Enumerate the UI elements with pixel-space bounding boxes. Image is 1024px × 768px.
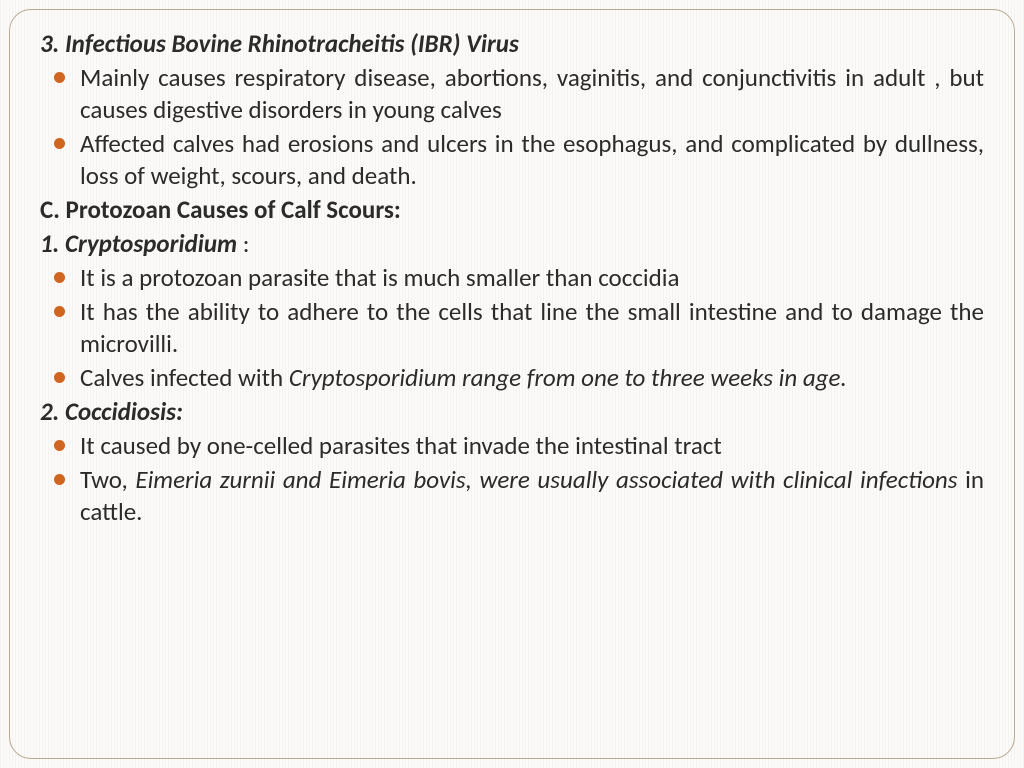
cocc-b2-italic: Eimeria zurnii and Eimeria bovis, were u… xyxy=(135,464,957,495)
heading-crypto: 1. Cryptosporidium : xyxy=(40,228,984,260)
crypto-b3-italic: Cryptosporidium range from one to three … xyxy=(289,362,847,393)
list-item: Mainly causes respiratory disease, abort… xyxy=(40,62,984,126)
heading-ibr: 3. Infectious Bovine Rhinotracheitis (IB… xyxy=(40,28,984,60)
list-item: Two, Eimeria zurnii and Eimeria bovis, w… xyxy=(40,464,984,528)
list-item: It is a protozoan parasite that is much … xyxy=(40,262,984,294)
list-item: Affected calves had erosions and ulcers … xyxy=(40,128,984,192)
heading-crypto-label: 1. Cryptosporidium xyxy=(40,228,237,259)
cocc-b2-lead: Two, xyxy=(80,464,135,495)
list-item: Calves infected with Cryptosporidium ran… xyxy=(40,362,984,394)
heading-protozoan: C. Protozoan Causes of Calf Scours: xyxy=(40,194,984,226)
list-item: It has the ability to adhere to the cell… xyxy=(40,296,984,360)
crypto-bullet-list: It is a protozoan parasite that is much … xyxy=(40,262,984,394)
ibr-bullet-list: Mainly causes respiratory disease, abort… xyxy=(40,62,984,192)
heading-coccidiosis: 2. Coccidiosis: xyxy=(40,396,984,428)
crypto-b3-lead: Calves infected with xyxy=(80,362,289,393)
heading-crypto-colon: : xyxy=(237,228,249,259)
list-item: It caused by one-celled parasites that i… xyxy=(40,430,984,462)
cocc-bullet-list: It caused by one-celled parasites that i… xyxy=(40,430,984,528)
slide-frame: 3. Infectious Bovine Rhinotracheitis (IB… xyxy=(9,9,1015,759)
